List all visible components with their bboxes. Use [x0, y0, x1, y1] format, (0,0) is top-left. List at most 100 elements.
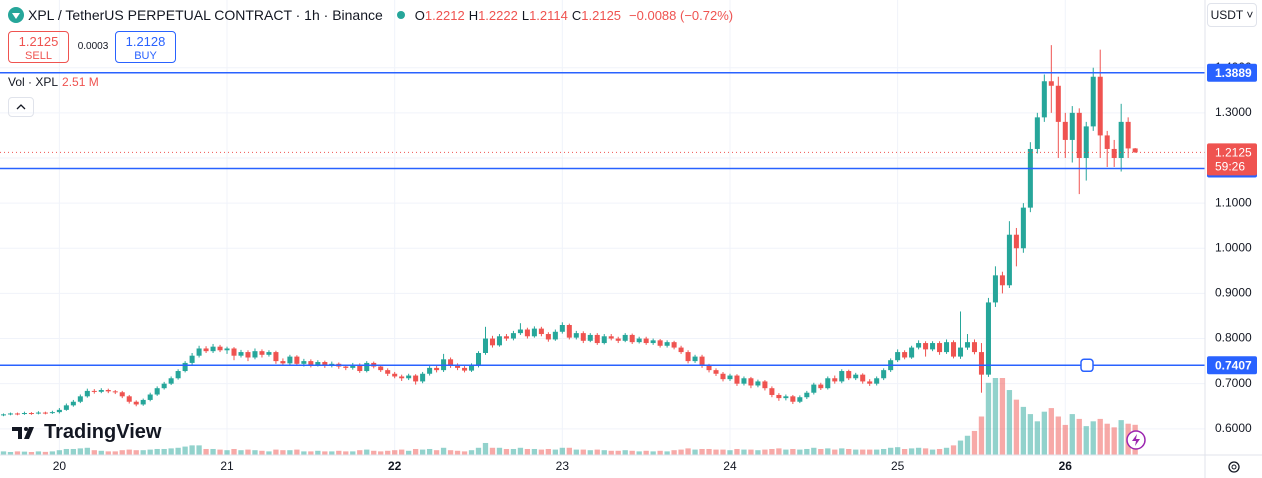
volume-bar — [713, 449, 719, 455]
candle-body — [1111, 148, 1117, 158]
candle-body — [699, 356, 705, 366]
settings-icon[interactable] — [1228, 461, 1240, 473]
volume-bar — [762, 449, 768, 455]
candle-body — [818, 384, 824, 389]
volume-bar — [399, 449, 405, 455]
volume-bar — [1034, 421, 1041, 455]
candle-body — [175, 371, 181, 379]
lightning-icon[interactable] — [1126, 430, 1146, 450]
candle-body — [1076, 112, 1082, 158]
volume-bar — [664, 451, 670, 455]
collapse-button[interactable] — [8, 97, 34, 117]
volume-bar — [887, 447, 894, 455]
volume-bar — [524, 448, 531, 455]
candle-body — [643, 338, 649, 344]
candle-body — [496, 336, 502, 346]
volume-bar — [874, 449, 880, 455]
volume-bar — [790, 448, 796, 455]
candle-body — [1083, 126, 1089, 158]
price-axis: 0.60000.70000.80000.90001.00001.10001.20… — [53, 60, 1257, 473]
volume-bar — [259, 450, 265, 455]
volume-bar — [678, 449, 684, 455]
price-label: 1.3889 — [1215, 66, 1252, 80]
volume-bar — [643, 450, 649, 455]
ohlc: O1.2212 H1.2222 L1.2114 C1.2125 — [415, 7, 625, 23]
ohlc-key: H — [468, 8, 479, 23]
volume-bar — [426, 448, 433, 455]
candle-body — [1104, 135, 1110, 149]
candle-body — [839, 371, 845, 382]
candle-body — [594, 334, 600, 344]
volume-bar — [98, 450, 104, 455]
candle-body — [874, 378, 880, 384]
volume-bar — [776, 448, 782, 455]
volume-value: 2.51 M — [62, 75, 99, 89]
candle-body — [937, 343, 943, 353]
candle-body — [21, 413, 27, 415]
candle-body — [1132, 148, 1138, 153]
volume-bar — [154, 448, 160, 455]
candle-body — [902, 352, 908, 358]
volume-bar — [636, 451, 642, 455]
volume-bar — [1097, 418, 1103, 455]
volume-bar — [1048, 408, 1054, 455]
ohlc-value: 1.2114 — [529, 8, 568, 23]
volume-bar — [475, 447, 482, 455]
candle-body — [531, 328, 537, 337]
currency-selector[interactable]: USDT ˅ — [1207, 3, 1257, 27]
volume-bar — [28, 451, 35, 455]
candle-body — [399, 376, 405, 379]
volume-bar — [112, 451, 118, 455]
volume-bar — [273, 449, 279, 455]
volume-bar — [545, 448, 552, 455]
candle-body — [881, 370, 887, 379]
buy-button[interactable]: 1.2128 BUY — [115, 31, 176, 63]
candle-body — [259, 351, 265, 355]
volume-bar — [999, 378, 1006, 455]
candle-body — [210, 346, 216, 352]
volume-bar — [91, 450, 97, 455]
volume-bar — [783, 449, 789, 455]
price-label: 0.7407 — [1215, 358, 1252, 372]
sell-button[interactable]: 1.2125 SELL — [8, 31, 69, 63]
ohlc-key: O — [414, 8, 425, 23]
candle-body — [322, 362, 328, 366]
last-price-bg — [1207, 143, 1257, 176]
volume-bar — [908, 448, 915, 455]
volume-bar — [587, 450, 593, 455]
volume-bar — [287, 450, 293, 455]
candle-body — [56, 409, 62, 413]
volume-bar — [685, 448, 691, 455]
sell-label: SELL — [25, 50, 52, 62]
volume-bar — [1027, 414, 1034, 455]
volume-bar — [1076, 418, 1082, 455]
line-handle — [1080, 358, 1094, 373]
volume-bar — [566, 447, 572, 455]
candle-body — [985, 302, 991, 375]
volume-bar — [447, 450, 454, 455]
candle-body — [7, 413, 13, 415]
ohlc-key: C — [571, 8, 582, 23]
volume-bar — [315, 450, 321, 455]
candle-body — [957, 347, 964, 357]
volume-bar — [7, 451, 14, 455]
volume-bar — [1104, 423, 1110, 455]
volume-bar — [629, 450, 635, 455]
candle-body — [573, 333, 579, 338]
candle-body — [301, 361, 307, 364]
candle-body — [182, 362, 188, 372]
price-label-bg — [1207, 356, 1257, 375]
candle-body — [783, 396, 789, 399]
volume-bar — [860, 449, 866, 455]
volume-bar — [964, 435, 971, 455]
candle-body — [999, 275, 1005, 286]
y-tick-label: 1.3000 — [1215, 105, 1252, 119]
sell-price: 1.2125 — [18, 34, 59, 49]
candle-body — [615, 338, 621, 341]
volume-bar — [657, 450, 663, 455]
volume-bar — [364, 449, 370, 455]
candle-body — [510, 333, 516, 339]
candle-body — [378, 366, 384, 371]
candle-body — [434, 367, 440, 371]
x-tick-label: 25 — [891, 459, 905, 473]
